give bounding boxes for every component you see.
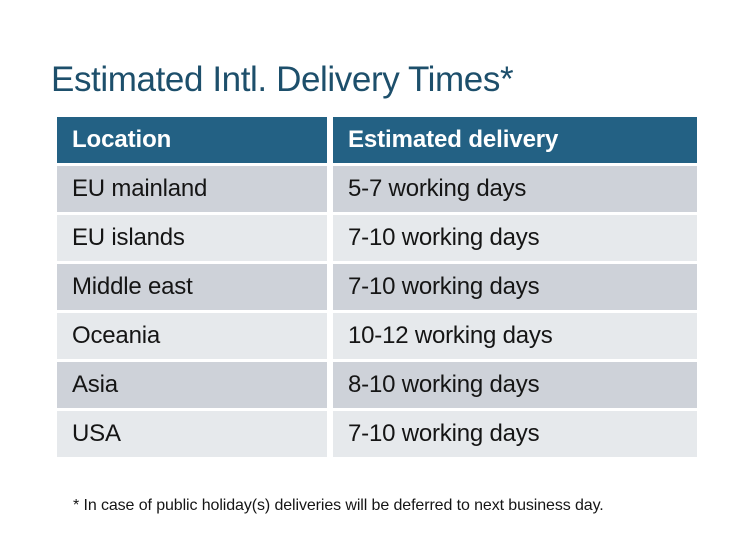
table-row: USA 7-10 working days: [57, 411, 697, 457]
cell-delivery: 7-10 working days: [333, 215, 697, 261]
table-row: Asia 8-10 working days: [57, 362, 697, 408]
table-row: Middle east 7-10 working days: [57, 264, 697, 310]
table-row: Oceania 10-12 working days: [57, 313, 697, 359]
table-row: EU mainland 5-7 working days: [57, 166, 697, 212]
page-title: Estimated Intl. Delivery Times*: [51, 60, 514, 100]
cell-location: EU mainland: [57, 166, 327, 212]
column-header-delivery: Estimated delivery: [333, 117, 697, 163]
cell-location: EU islands: [57, 215, 327, 261]
cell-delivery: 8-10 working days: [333, 362, 697, 408]
table-row: EU islands 7-10 working days: [57, 215, 697, 261]
cell-location: Middle east: [57, 264, 327, 310]
cell-delivery: 7-10 working days: [333, 264, 697, 310]
column-header-location: Location: [57, 117, 327, 163]
footnote-text: * In case of public holiday(s) deliverie…: [73, 497, 604, 514]
table-header: Location Estimated delivery: [57, 117, 697, 163]
table-body: EU mainland 5-7 working days EU islands …: [57, 166, 697, 457]
cell-delivery: 5-7 working days: [333, 166, 697, 212]
cell-location: USA: [57, 411, 327, 457]
cell-location: Oceania: [57, 313, 327, 359]
table-header-row: Location Estimated delivery: [57, 117, 697, 163]
cell-delivery: 10-12 working days: [333, 313, 697, 359]
cell-delivery: 7-10 working days: [333, 411, 697, 457]
cell-location: Asia: [57, 362, 327, 408]
delivery-times-table: Location Estimated delivery EU mainland …: [51, 114, 703, 460]
